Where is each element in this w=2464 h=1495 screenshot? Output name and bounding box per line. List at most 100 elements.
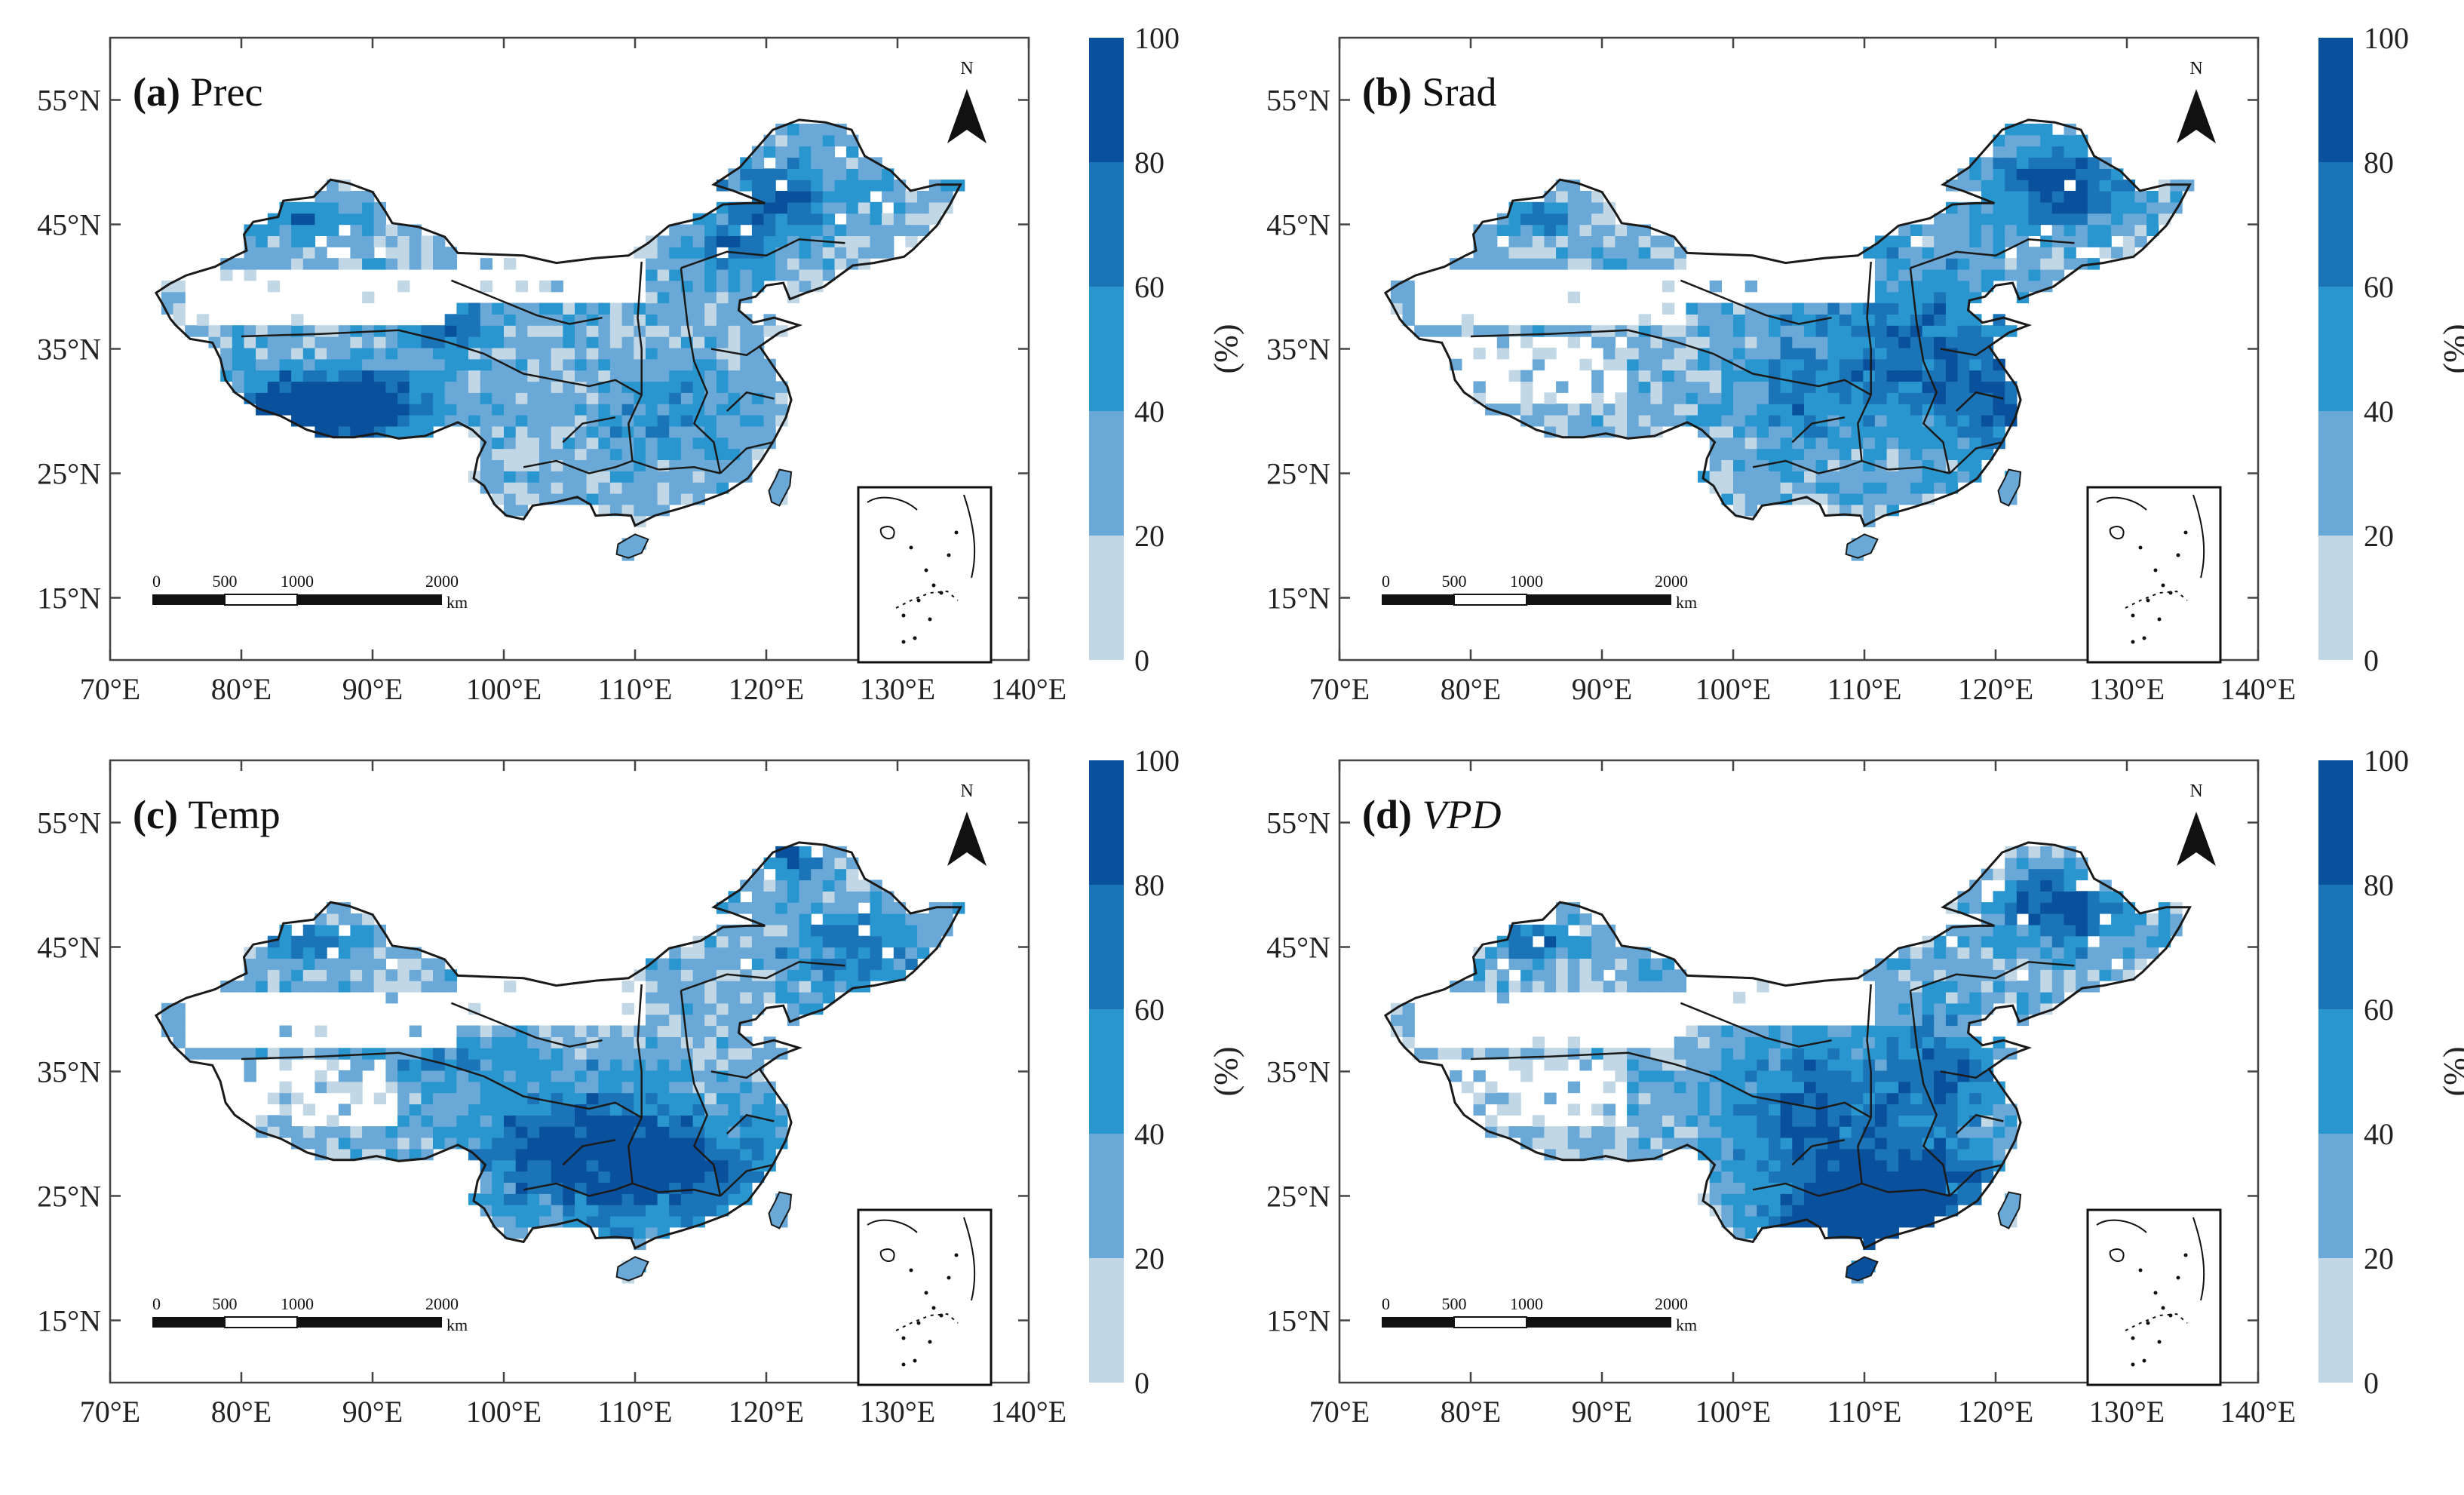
map-cell	[1757, 1081, 1769, 1094]
map-cell	[609, 336, 623, 348]
map-cell	[645, 1025, 658, 1037]
map-cell	[1402, 1014, 1415, 1027]
map-cell	[669, 247, 682, 259]
map-cell	[504, 1226, 517, 1239]
map-cell	[1934, 947, 1947, 959]
map-cell	[669, 1205, 682, 1217]
map-cell	[1508, 258, 1521, 270]
map-cell	[563, 1171, 575, 1183]
y-tick-label: 55°N	[37, 806, 101, 840]
map-cell	[1769, 358, 1781, 371]
map-cell	[799, 157, 812, 169]
map-cell	[1792, 1048, 1805, 1060]
map-cell	[527, 415, 540, 427]
map-cell	[634, 482, 646, 494]
map-cell	[657, 448, 670, 460]
map-cell	[1827, 1070, 1840, 1082]
map-cell	[563, 1148, 575, 1161]
map-cell	[1556, 381, 1569, 393]
map-cell	[657, 425, 670, 438]
map-cell	[1485, 958, 1498, 970]
map-cell	[1874, 981, 1888, 993]
map-cell	[1815, 336, 1828, 348]
panel-letter: (d)	[1362, 792, 1422, 837]
map-cell	[373, 235, 386, 247]
map-cell	[669, 280, 682, 293]
map-cell	[492, 314, 505, 326]
map-cell	[775, 146, 788, 158]
map-cell	[692, 991, 705, 1004]
map-cell	[1402, 314, 1415, 326]
map-cell	[1874, 437, 1888, 450]
map-cell	[669, 1193, 682, 1205]
map-cell	[1721, 392, 1734, 404]
map-cell	[1769, 336, 1781, 348]
map-cell	[799, 235, 812, 247]
map-cell	[327, 258, 339, 270]
map-cell	[1556, 224, 1569, 236]
map-cell	[291, 947, 304, 959]
map-cell	[1520, 258, 1533, 270]
map-cell	[1827, 1126, 1840, 1138]
map-cell	[2040, 146, 2053, 158]
map-cell	[1804, 302, 1817, 315]
map-cell	[657, 404, 670, 416]
map-cell	[1969, 201, 1982, 214]
map-cell	[645, 1126, 658, 1138]
map-cell	[232, 347, 245, 360]
map-cell	[2076, 191, 2088, 203]
map-cell	[1709, 1059, 1722, 1071]
x-tick-label: 120°E	[729, 672, 804, 706]
map-cell	[1839, 482, 1852, 494]
map-cell	[1650, 325, 1663, 337]
map-cell	[1744, 1182, 1757, 1194]
map-cell	[421, 336, 434, 348]
map-cell	[244, 947, 256, 959]
map-cell	[1886, 1115, 1899, 1127]
map-cell	[1922, 482, 1935, 494]
map-cell	[799, 146, 812, 158]
map-cell	[716, 935, 729, 948]
map-cell	[1945, 991, 1959, 1004]
map-cell	[1969, 258, 1982, 270]
map-cell	[1886, 493, 1899, 505]
map-cell	[1567, 1104, 1581, 1116]
map-cell	[621, 1002, 634, 1015]
map-cell	[1638, 358, 1651, 371]
map-cell	[1709, 415, 1722, 427]
map-cell	[1638, 347, 1651, 360]
map-cell	[1851, 459, 1864, 471]
map-cell	[1757, 425, 1769, 438]
map-cell	[291, 258, 304, 270]
map-cell	[621, 1036, 634, 1048]
map-cell	[504, 325, 517, 337]
map-cell	[468, 325, 481, 337]
map-cell	[645, 280, 658, 293]
map-cell	[433, 325, 446, 337]
map-cell	[1957, 302, 1970, 315]
map-cell	[2028, 123, 2041, 136]
map-cell	[539, 1215, 552, 1228]
map-cell	[2064, 981, 2076, 993]
map-cell	[563, 471, 575, 483]
y-tick-label: 55°N	[37, 84, 101, 118]
map-cell	[834, 969, 847, 981]
map-cell	[1874, 269, 1888, 281]
map-cell	[563, 370, 575, 382]
map-cell	[421, 1059, 434, 1071]
inset-island	[947, 553, 951, 557]
inset-island	[928, 1340, 932, 1344]
map-cell	[575, 302, 588, 315]
map-cell	[598, 1159, 611, 1172]
map-cell	[504, 415, 517, 427]
map-cell	[397, 1081, 410, 1094]
map-cell	[1851, 1182, 1864, 1194]
map-cell	[1804, 1205, 1817, 1217]
map-cell	[2158, 201, 2171, 214]
map-cell	[787, 857, 800, 870]
map-cell	[2016, 935, 2030, 948]
map-cell	[1863, 448, 1876, 460]
map-cell	[2076, 157, 2088, 169]
map-cell	[338, 1081, 351, 1094]
map-cell	[1874, 1002, 1888, 1015]
